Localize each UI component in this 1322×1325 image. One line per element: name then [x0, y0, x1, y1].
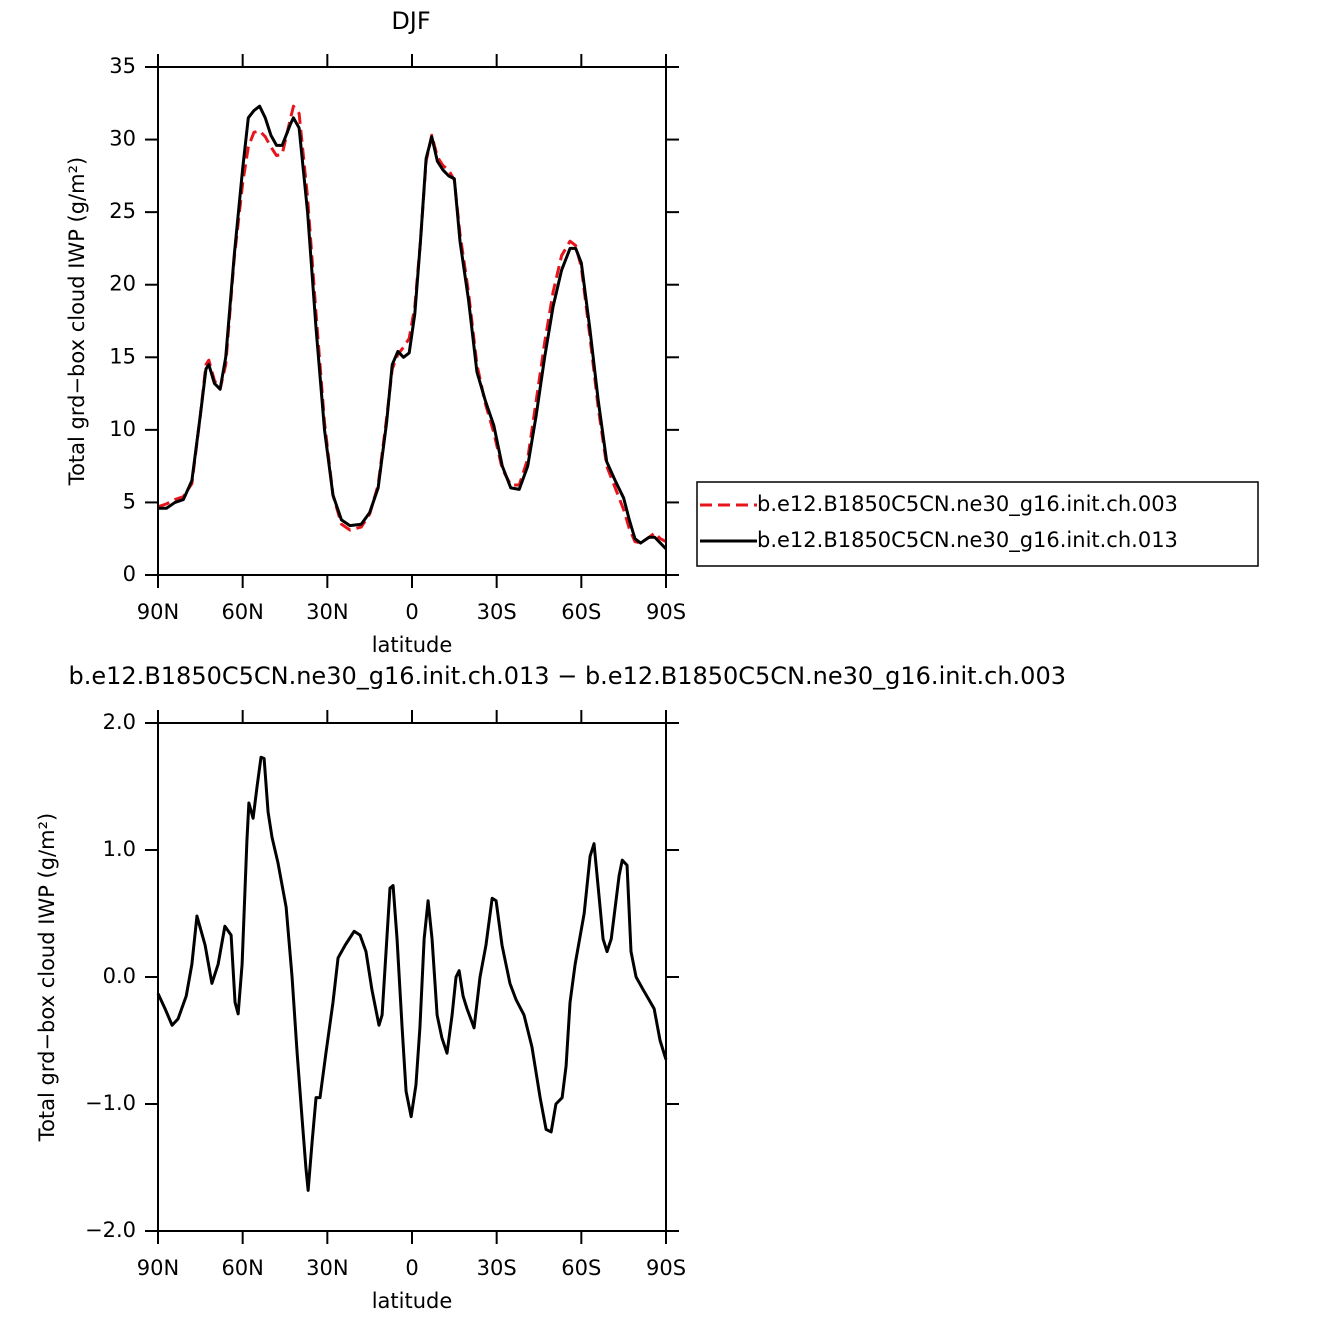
x-tick-label: 60S — [561, 1256, 601, 1280]
x-tick-label: 90N — [137, 1256, 179, 1280]
y-tick-label: −1.0 — [85, 1091, 136, 1115]
x-tick-label: 30S — [477, 600, 517, 624]
x-tick-label: 30N — [306, 600, 348, 624]
y-tick-label: 20 — [109, 272, 136, 296]
x-tick-label: 90N — [137, 600, 179, 624]
x-tick-label: 30N — [306, 1256, 348, 1280]
y-axis-label: Total grd−box cloud IWP (g/m²) — [65, 157, 89, 486]
legend-label: b.e12.B1850C5CN.ne30_g16.init.ch.003 — [757, 492, 1178, 517]
x-tick-label: 60S — [561, 600, 601, 624]
legend-label: b.e12.B1850C5CN.ne30_g16.init.ch.013 — [757, 528, 1178, 553]
data-line — [158, 104, 668, 550]
x-tick-label: 30S — [477, 1256, 517, 1280]
legend-box — [696, 481, 1259, 567]
x-axis-label: latitude — [372, 633, 453, 657]
chart-title: DJF — [391, 7, 430, 35]
y-tick-label: 35 — [109, 54, 136, 78]
y-tick-label: 1.0 — [103, 837, 136, 861]
x-tick-label: 0 — [405, 1256, 418, 1280]
y-axis-label: Total grd−box cloud IWP (g/m²) — [35, 813, 59, 1142]
x-axis-label: latitude — [372, 1289, 453, 1313]
x-tick-label: 0 — [405, 600, 418, 624]
y-tick-label: 10 — [109, 417, 136, 441]
data-line — [156, 755, 668, 1192]
y-tick-label: 25 — [109, 199, 136, 223]
x-tick-label: 90S — [646, 1256, 686, 1280]
x-tick-label: 60N — [221, 1256, 263, 1280]
y-tick-label: 2.0 — [103, 710, 136, 734]
chart-title: b.e12.B1850C5CN.ne30_g16.init.ch.013 − b… — [69, 662, 1066, 690]
y-tick-label: 30 — [109, 127, 136, 151]
y-tick-label: 0.0 — [103, 964, 136, 988]
y-tick-label: 15 — [109, 344, 136, 368]
y-tick-label: 0 — [123, 562, 136, 586]
plot-frame — [157, 722, 667, 1232]
x-tick-label: 60N — [221, 600, 263, 624]
y-tick-label: 5 — [123, 489, 136, 513]
plot-frame — [157, 66, 667, 576]
y-tick-label: −2.0 — [85, 1218, 136, 1242]
x-tick-label: 90S — [646, 600, 686, 624]
